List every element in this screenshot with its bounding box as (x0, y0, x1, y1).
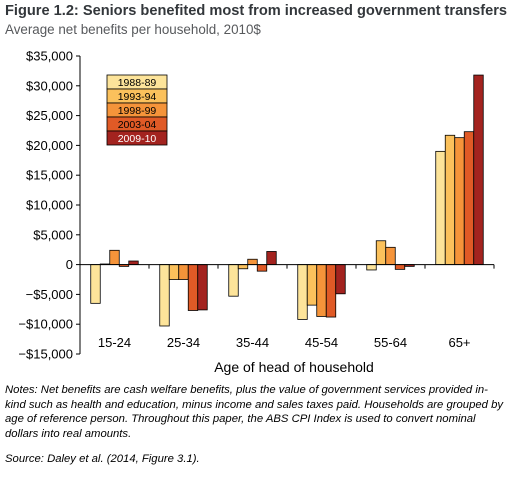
y-tick-label: $20,000 (26, 138, 73, 153)
bar-25-34-1988-89 (159, 264, 170, 327)
bar-15-24-1988-89 (90, 264, 101, 304)
y-tick-label: −$15,000 (18, 347, 73, 362)
bar-45-54-1988-89 (297, 264, 308, 320)
bar-chart: $35,000 $30,000 $25,000 $20,000 $15,000 $10,0… (18, 49, 495, 375)
x-tick-label: 65+ (448, 335, 470, 350)
bar-65+-1993-94 (444, 134, 456, 266)
bar-65+-1998-99 (454, 137, 465, 265)
x-axis-title: Age of head of household (214, 359, 374, 375)
figure-source: Source: Daley et al. (2014, Figure 3.1). (5, 453, 200, 465)
y-tick-label: $10,000 (26, 198, 73, 213)
axes-layer: $35,000 $30,000 $25,000 $20,000 $15,000 $10,0… (18, 49, 495, 362)
bar-45-54-2009-10 (335, 264, 346, 295)
x-tick-label: 35-44 (236, 335, 269, 350)
bar-55-64-1988-89 (366, 264, 377, 271)
bar-45-54-2003-04 (325, 264, 337, 318)
legend-label: 1998-99 (118, 105, 157, 117)
legend-label: 2009-10 (118, 133, 157, 145)
bar-35-44-2003-04 (256, 264, 268, 272)
bar-65+-2009-10 (473, 74, 484, 265)
y-tick-label: $25,000 (26, 108, 73, 123)
bar-65+-1988-89 (435, 150, 446, 265)
legend-label: 2003-04 (118, 119, 157, 131)
legend-swatch-2009-10 (106, 130, 168, 146)
legend-label: 1988-89 (118, 77, 157, 89)
bar-55-64-2003-04 (394, 264, 406, 270)
x-tick-label: 55-64 (374, 335, 407, 350)
x-tick-label: 15-24 (98, 335, 131, 350)
y-tick-label: −$5,000 (26, 287, 73, 302)
y-tick-label: $35,000 (26, 49, 73, 64)
x-tick-label: 45-54 (305, 335, 338, 350)
legend: 1988-89 1993-94 1998-99 2003-04 2009-10 (106, 74, 168, 146)
y-tick-label: 0 (66, 257, 73, 272)
legend-label: 1993-94 (118, 91, 157, 103)
y-tick-label: −$10,000 (18, 317, 73, 332)
bar-35-44-1988-89 (228, 264, 239, 297)
bar-35-44-2009-10 (266, 251, 277, 266)
bar-35-44-1993-94 (237, 264, 249, 270)
x-tick-label: 25-34 (167, 335, 200, 350)
y-tick-label: $30,000 (26, 78, 73, 93)
bar-25-34-1998-99 (178, 264, 189, 280)
bar-25-34-2009-10 (197, 264, 208, 311)
y-tick-label: $5,000 (33, 227, 73, 242)
bar-45-54-1993-94 (306, 264, 318, 306)
bar-55-64-1993-94 (375, 240, 387, 265)
figure-notes: Notes: Net benefits are cash welfare ben… (5, 384, 504, 440)
bar-65+-2003-04 (463, 131, 475, 266)
bar-25-34-2003-04 (187, 264, 199, 311)
y-tick-label: $15,000 (26, 168, 73, 183)
bar-35-44-1998-99 (247, 258, 258, 265)
bar-55-64-1998-99 (385, 246, 396, 266)
bar-15-24-1998-99 (109, 249, 120, 266)
bar-15-24-2009-10 (128, 260, 139, 265)
bar-25-34-1993-94 (168, 264, 180, 280)
figure-title: Figure 1.2: Seniors benefited most from … (5, 3, 507, 19)
bar-45-54-1998-99 (316, 264, 327, 317)
figure-subtitle: Average net benefits per household, 2010… (5, 22, 261, 37)
